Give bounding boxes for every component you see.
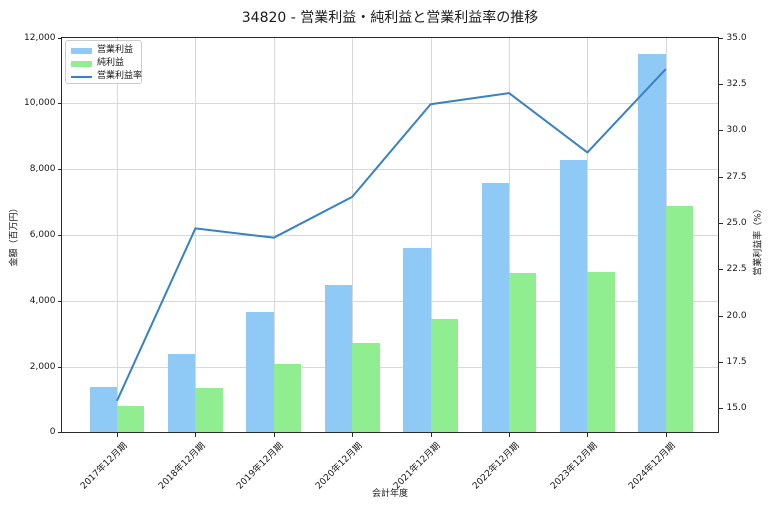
bottom-tick-mark <box>273 432 275 437</box>
left-tick-label: 12,000 <box>24 32 56 43</box>
left-axis-label: 金額（百万円） <box>9 203 20 267</box>
legend-swatch-operating-profit <box>71 47 92 54</box>
right-tick-label: 15.0 <box>726 403 747 414</box>
bar-net-profit <box>273 363 302 433</box>
x-tick-label: 2023年12月期 <box>549 440 600 492</box>
left-tick-mark <box>57 37 62 39</box>
right-tick-mark <box>719 315 723 317</box>
left-tick-label: 4,000 <box>29 295 56 306</box>
x-tick-label: 2018年12月期 <box>157 440 208 492</box>
bar-operating-profit <box>324 284 353 433</box>
right-tick-label: 30.0 <box>726 125 747 136</box>
x-tick-label: 2017年12月期 <box>78 440 130 492</box>
chart-title: 34820 - 営業利益・純利益と営業利益率の推移 <box>241 10 539 26</box>
left-tick-label: 8,000 <box>29 164 56 175</box>
left-tick-label: 0 <box>49 427 56 438</box>
right-tick-label: 20.0 <box>726 310 747 321</box>
right-tick-label: 27.5 <box>726 171 747 182</box>
h-gridline <box>62 366 719 368</box>
v-gridline <box>195 37 197 433</box>
left-tick-label: 10,000 <box>24 98 56 109</box>
legend: 営業利益 純利益 営業利益率 <box>65 40 142 84</box>
bar-net-profit <box>117 406 145 433</box>
right-tick-mark <box>719 269 723 271</box>
right-axis-label: 営業利益率（%） <box>753 204 764 276</box>
left-tick-mark <box>57 300 62 302</box>
bar-operating-profit <box>560 160 588 433</box>
right-tick-mark <box>719 408 723 410</box>
bar-net-profit <box>430 319 458 433</box>
bottom-tick-mark <box>195 432 197 437</box>
right-tick-mark <box>719 222 723 224</box>
h-gridline <box>62 234 719 236</box>
bottom-tick-mark <box>587 432 589 437</box>
right-tick-label: 25.0 <box>726 217 747 228</box>
h-gridline <box>62 103 719 105</box>
left-tick-mark <box>57 103 62 105</box>
h-gridline <box>62 300 719 302</box>
left-tick-mark <box>57 366 62 368</box>
bottom-tick-mark <box>665 432 667 437</box>
legend-item-net-profit: 純利益 <box>71 57 136 70</box>
right-tick-label: 32.5 <box>726 78 747 89</box>
bar-net-profit <box>587 272 615 433</box>
x-tick-label: 2022年12月期 <box>470 440 522 492</box>
x-axis-label: 会計年度 <box>371 489 408 499</box>
left-tick-label: 2,000 <box>29 361 56 372</box>
bar-net-profit <box>352 343 380 433</box>
right-tick-mark <box>719 130 723 132</box>
legend-swatch-net-profit <box>71 60 92 67</box>
h-gridline <box>62 169 719 171</box>
right-tick-mark <box>719 37 723 39</box>
x-tick-label: 2024年12月期 <box>627 440 679 492</box>
bar-net-profit <box>509 273 537 433</box>
left-tick-mark <box>57 432 62 434</box>
legend-item-operating-margin: 営業利益率 <box>71 70 142 83</box>
legend-label-operating-margin: 営業利益率 <box>97 71 143 81</box>
left-tick-mark <box>57 169 62 171</box>
right-tick-mark <box>719 361 723 363</box>
left-tick-mark <box>57 234 62 236</box>
legend-label-operating-profit: 営業利益 <box>97 45 134 55</box>
bar-operating-profit <box>246 311 274 433</box>
legend-swatch-operating-margin-line <box>71 75 92 78</box>
left-tick-label: 6,000 <box>29 229 56 240</box>
x-tick-label: 2020年12月期 <box>313 440 365 492</box>
bar-operating-profit <box>168 353 196 433</box>
bar-operating-profit <box>403 247 431 433</box>
right-tick-label: 35.0 <box>726 32 747 43</box>
legend-label-net-profit: 純利益 <box>97 58 125 68</box>
bottom-tick-mark <box>117 432 118 437</box>
right-tick-label: 17.5 <box>726 356 747 367</box>
legend-item-operating-profit: 営業利益 <box>71 44 136 57</box>
v-gridline <box>117 37 118 433</box>
bottom-tick-mark <box>352 432 354 437</box>
bar-operating-profit <box>638 54 666 433</box>
bar-net-profit <box>665 205 694 433</box>
right-tick-mark <box>719 83 723 85</box>
bottom-tick-mark <box>430 432 432 437</box>
bar-net-profit <box>195 387 223 433</box>
x-tick-label: 2021年12月期 <box>392 440 443 492</box>
bar-operating-profit <box>89 387 117 433</box>
bottom-tick-mark <box>509 432 510 437</box>
bar-operating-profit <box>481 183 509 433</box>
right-tick-mark <box>719 176 723 178</box>
x-tick-label: 2019年12月期 <box>235 440 287 492</box>
right-tick-label: 22.5 <box>726 264 747 275</box>
